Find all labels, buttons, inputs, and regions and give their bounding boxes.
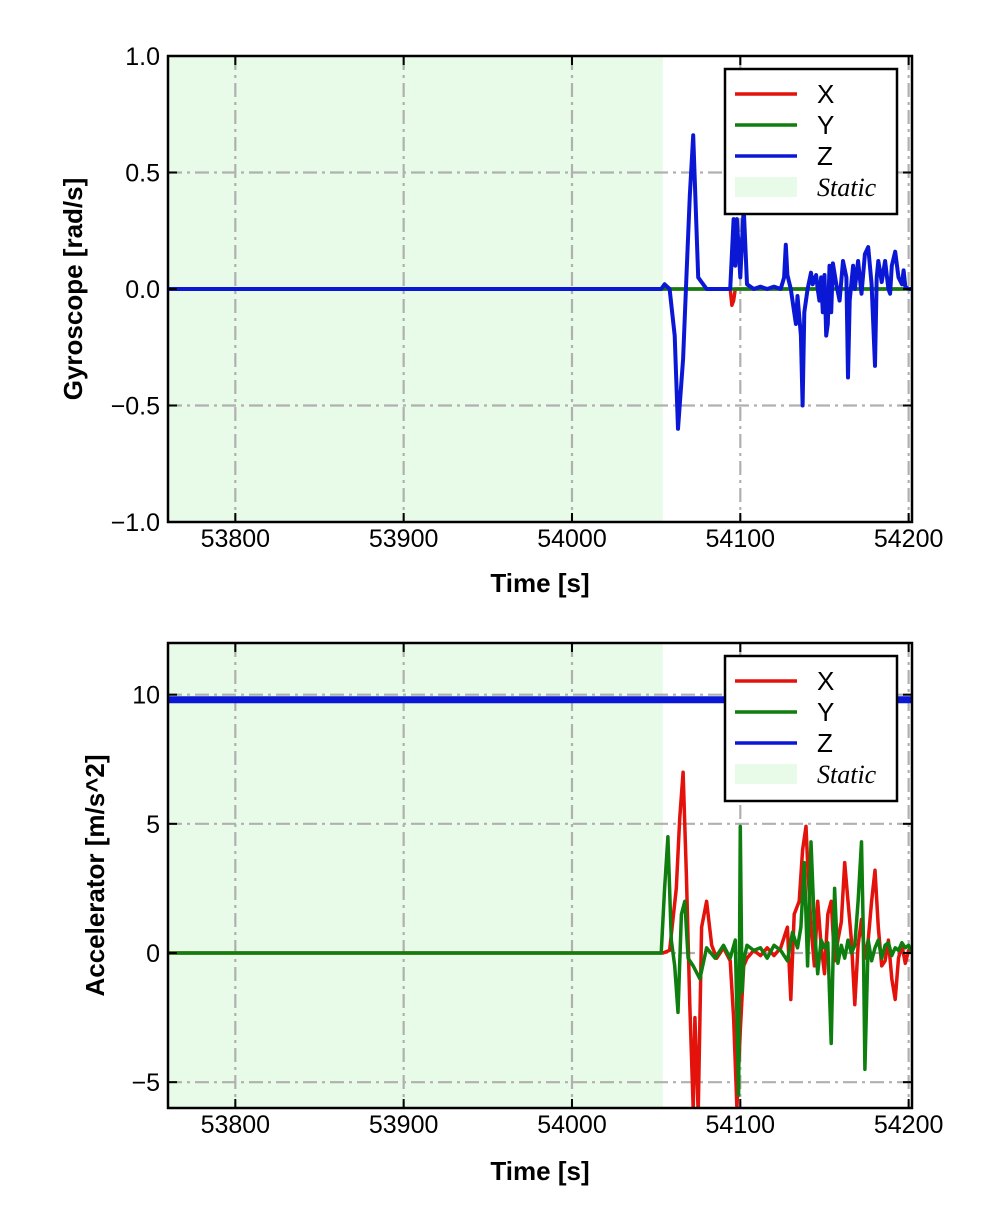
x-tick-label: 53800 [201, 525, 271, 553]
x-tick-label: 53800 [201, 1111, 271, 1139]
x-tick-label: 53900 [369, 525, 439, 553]
plot-frame [166, 641, 914, 1110]
legend-label-z: Z [817, 728, 833, 758]
x-tick-label: 54100 [706, 1111, 776, 1139]
static-region [168, 643, 663, 1108]
legend-label-y: Y [817, 110, 834, 140]
y-tick-label: 0.0 [125, 276, 160, 304]
legend-label-x: X [817, 666, 834, 696]
legend-swatch-static [735, 764, 797, 784]
legend-swatch-static [735, 177, 797, 197]
series-line-x [168, 770, 912, 1108]
x-axis-label: Time [s] [490, 1156, 589, 1186]
y-tick-label: −0.5 [111, 393, 160, 421]
y-tick-label: 1.0 [125, 43, 160, 71]
accelerometer-chart: 53800 53900 54000 54100 54200 −5 0 5 10 Time [s] A… [80, 641, 944, 1186]
x-tick-label: 54100 [706, 525, 776, 553]
legend-label-x: X [817, 79, 834, 109]
y-tick-label: −1.0 [111, 509, 160, 537]
x-tick-label: 53900 [369, 1111, 439, 1139]
x-tick-label: 54000 [537, 525, 607, 553]
y-tick-label: 0.5 [125, 160, 160, 188]
x-tick-label: 54000 [537, 1111, 607, 1139]
series-line-z [168, 133, 912, 431]
legend-label-z: Z [817, 141, 833, 171]
y-tick-label: 0 [146, 940, 160, 968]
x-tick-label: 54200 [874, 1111, 944, 1139]
series-line-y [168, 824, 912, 1097]
y-axis-label: Gyroscope [rad/s] [58, 178, 88, 401]
legend-label-static: Static [817, 173, 877, 202]
y-tick-label: −5 [131, 1069, 160, 1097]
y-tick-label: 5 [146, 811, 160, 839]
x-tick-label: 54200 [874, 525, 944, 553]
gyroscope-chart: 53800 53900 54000 54100 54200 −1.0 −0.5 0.0 0.5 1… [58, 43, 943, 598]
legend-label-static: Static [817, 760, 877, 789]
series-group [168, 133, 912, 431]
x-axis-label: Time [s] [490, 568, 589, 598]
y-tick-label: 10 [132, 682, 160, 710]
y-axis-label: Accelerator [m/s^2] [80, 754, 110, 996]
legend-label-y: Y [817, 697, 834, 727]
